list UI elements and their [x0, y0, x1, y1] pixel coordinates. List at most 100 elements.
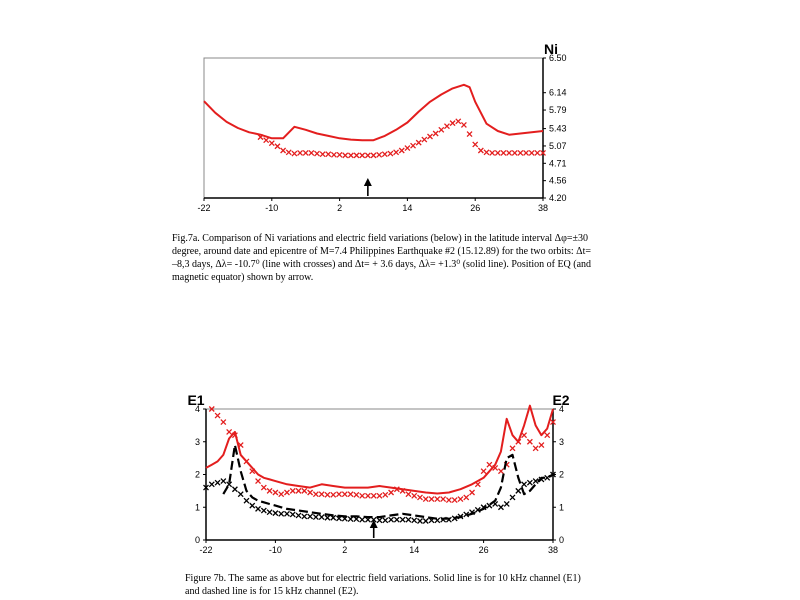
data-point-cross — [370, 152, 377, 159]
data-point-cross — [417, 494, 423, 501]
data-point-cross — [324, 514, 331, 521]
figure-7a-caption: Fig.7a. Comparison of Ni variations and … — [172, 233, 592, 283]
data-point-cross — [492, 501, 499, 507]
data-point-cross — [382, 491, 389, 498]
data-point-cross — [312, 514, 319, 521]
x-tick-label: 26 — [470, 203, 480, 213]
data-point-cross — [301, 487, 308, 494]
data-point-cross — [417, 518, 423, 524]
x-tick-label: -22 — [197, 203, 210, 213]
data-point-cross — [203, 484, 209, 491]
data-point-cross — [370, 516, 377, 523]
data-point-cross — [480, 468, 487, 475]
data-point-cross — [308, 149, 315, 156]
eq-arrow-head — [369, 520, 378, 528]
data-point-cross — [550, 419, 556, 426]
axis-name-left: E1 — [187, 392, 204, 408]
data-point-cross — [353, 152, 360, 159]
data-point-cross — [359, 516, 366, 523]
x-tick-label: 26 — [479, 545, 489, 555]
data-point-cross — [540, 149, 546, 156]
y-tick-label-left: 2 — [195, 470, 200, 480]
data-point-cross — [263, 137, 270, 144]
data-point-cross — [359, 492, 366, 499]
data-point-cross — [451, 497, 458, 504]
data-point-cross — [284, 489, 290, 496]
data-point-cross — [268, 140, 275, 147]
data-point-cross — [509, 445, 516, 452]
y-tick-label-left: 0 — [195, 535, 200, 545]
data-point-cross — [521, 481, 528, 488]
y-tick-label-left: 4 — [195, 404, 200, 414]
data-point-cross — [532, 478, 539, 485]
data-point-cross — [226, 481, 233, 488]
data-point-cross — [457, 496, 464, 503]
data-point-cross — [208, 481, 215, 488]
data-point-cross — [428, 517, 435, 524]
data-point-cross — [341, 491, 348, 498]
data-point-cross — [289, 487, 296, 494]
data-point-cross — [289, 511, 296, 518]
data-point-cross — [312, 491, 319, 498]
data-point-cross — [364, 152, 371, 159]
data-point-cross — [370, 492, 377, 499]
data-point-cross — [474, 481, 481, 488]
data-point-cross — [388, 489, 395, 496]
data-point-cross — [280, 147, 287, 154]
data-point-cross — [260, 507, 267, 514]
data-point-cross — [364, 492, 371, 499]
data-point-cross — [318, 491, 325, 498]
data-point-cross — [249, 468, 256, 475]
data-point-cross — [364, 516, 371, 523]
data-point-cross — [347, 516, 354, 522]
data-point-cross — [301, 513, 308, 520]
y-tick-label-right: 5.79 — [549, 105, 567, 115]
data-point-cross — [526, 479, 533, 486]
data-point-cross — [393, 486, 400, 493]
y-tick-label-right: 4.71 — [549, 158, 567, 168]
x-tick-label: 14 — [402, 203, 412, 213]
data-point-cross — [249, 502, 256, 509]
data-point-cross — [411, 492, 418, 499]
data-point-cross — [353, 491, 360, 498]
data-point-cross — [515, 487, 522, 494]
data-point-cross — [463, 511, 470, 518]
data-point-cross — [353, 516, 360, 522]
data-point-cross — [231, 432, 238, 439]
y-tick-label-left: 3 — [195, 437, 200, 447]
y-tick-label-right: 1 — [559, 502, 564, 512]
data-point-cross — [307, 513, 314, 520]
data-point-cross — [445, 516, 452, 523]
data-point-cross — [297, 149, 304, 156]
data-point-cross — [494, 149, 501, 156]
x-tick-label: 38 — [538, 203, 548, 213]
data-point-cross — [515, 438, 522, 445]
y-tick-label-right: 4.20 — [549, 193, 567, 203]
y-tick-label-right: 2 — [559, 470, 564, 480]
data-point-cross — [480, 504, 487, 511]
data-point-cross — [266, 509, 273, 516]
y-tick-label-right: 3 — [559, 437, 564, 447]
data-point-cross — [208, 406, 215, 412]
data-point-cross — [257, 134, 264, 141]
data-point-cross — [330, 151, 337, 158]
x-tick-label: 38 — [548, 545, 558, 555]
data-point-cross — [231, 486, 238, 493]
data-point-cross — [214, 412, 221, 419]
y-tick-label-right: 5.43 — [549, 124, 567, 134]
data-point-cross — [381, 151, 388, 158]
data-point-cross — [272, 510, 279, 517]
data-point-cross — [325, 151, 332, 158]
data-point-cross — [517, 149, 524, 156]
data-point-cross — [220, 478, 227, 485]
x-tick-label: 2 — [337, 203, 342, 213]
data-point-cross — [521, 432, 528, 439]
data-point-cross — [285, 149, 292, 156]
data-point-cross — [445, 497, 452, 504]
eq-arrow-head — [363, 178, 372, 186]
data-point-cross — [347, 491, 354, 498]
data-point-cross — [341, 515, 348, 522]
data-point-cross — [295, 512, 302, 519]
data-point-cross — [415, 139, 422, 146]
